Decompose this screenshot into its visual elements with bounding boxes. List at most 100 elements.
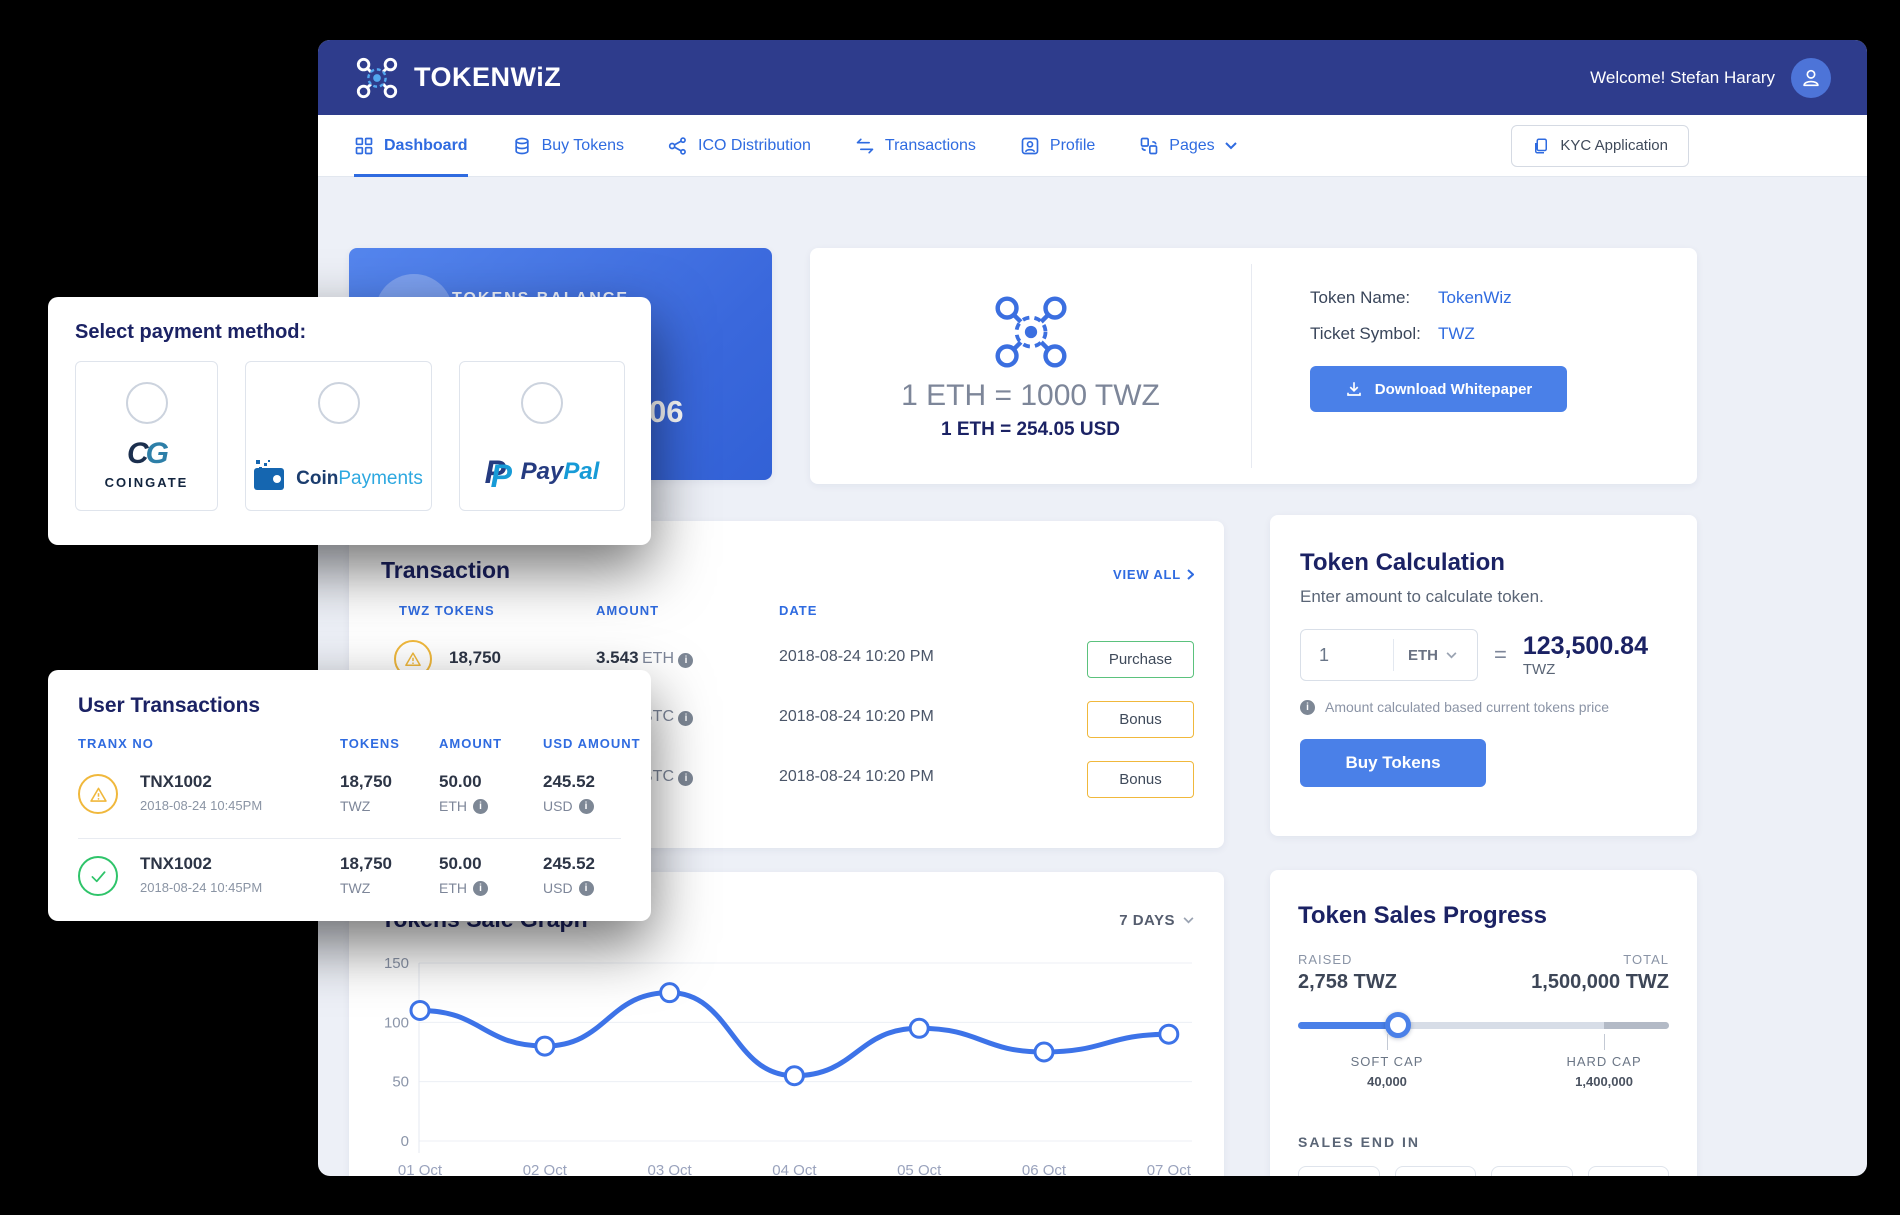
chevron-down-icon (1183, 917, 1194, 924)
svg-text:150: 150 (384, 955, 409, 972)
sales-end-label: SALES END IN (1298, 1134, 1421, 1150)
result-value: 123,500.84 (1522, 631, 1648, 660)
info-icon[interactable]: i (678, 653, 694, 668)
info-icon[interactable]: i (578, 798, 594, 814)
pages-icon (1140, 137, 1158, 154)
col-amount: AMOUNT (439, 736, 503, 751)
col-amount: AMOUNT (596, 603, 660, 618)
payment-option-coinpayments[interactable]: CoinPayments (245, 361, 432, 511)
kyc-application-button[interactable]: KYC Application (1511, 124, 1689, 167)
tokens-unit: TWZ (340, 880, 371, 896)
calc-title: Token Calculation (1300, 549, 1505, 576)
amount-input[interactable] (1301, 644, 1393, 666)
currency-select[interactable]: ETH (1393, 639, 1457, 671)
total-value: 1,500,000 TWZ (1531, 971, 1669, 993)
nav-label: ICO Distribution (698, 136, 811, 154)
divider (78, 838, 621, 839)
tranx-date: 2018-08-24 10:45PM (140, 880, 263, 895)
dashboard-icon (355, 137, 373, 154)
download-icon (1346, 382, 1361, 396)
countdown-box: 78 (1298, 1166, 1380, 1176)
progress-title: Token Sales Progress (1298, 902, 1547, 929)
token-name-value[interactable]: TokenWiz (1438, 288, 1512, 307)
chevron-right-icon (1187, 569, 1194, 580)
logo[interactable]: TOKENWiZ (354, 55, 561, 101)
table-row: 18,750 3.543 ETH i 2018-08-24 10:20 PM Pu… (349, 631, 1224, 687)
paypal-mark-icon: P P (484, 454, 512, 494)
nav-item-ico-distribution[interactable]: ICO Distribution (668, 115, 811, 177)
nav-label: Transactions (884, 136, 976, 154)
eth-rate-card: 1 ETH = 1000 TWZ 1 ETH = 254.05 USD Toke… (810, 248, 1697, 484)
svg-text:06 Oct: 06 Oct (1022, 1162, 1067, 1176)
info-icon[interactable]: i (473, 880, 488, 896)
info-icon[interactable]: i (678, 711, 694, 726)
token-sales-progress-card: Token Sales Progress RAISED 2,758 TWZ TO… (1270, 870, 1697, 1176)
bonus-button[interactable]: Bonus (1087, 701, 1194, 738)
svg-text:02 Oct: 02 Oct (523, 1162, 568, 1176)
usd-value: 245.52 (543, 854, 595, 873)
success-check-icon (78, 856, 118, 896)
download-whitepaper-button[interactable]: Download Whitepaper (1310, 366, 1567, 412)
slider-fill (1298, 1022, 1399, 1029)
currency-value: ETH (1408, 646, 1438, 664)
sales-line-chart: 0 50 100 150 01 Oct 02 Oct 03 Oct 04 Oct 05 Oct 0… (381, 932, 1192, 1176)
tokens-value: 18,750 (340, 772, 392, 791)
ticket-symbol-value[interactable]: TWZ (1438, 324, 1475, 343)
amount-input-box: ETH (1300, 629, 1478, 681)
radio-button[interactable] (317, 382, 360, 424)
info-icon[interactable]: i (578, 880, 594, 896)
countdown: 78 08 30 38 (1298, 1166, 1669, 1176)
tokenwiz-molecule-icon (994, 296, 1067, 368)
date-value: 2018-08-24 10:20 PM (779, 768, 934, 785)
amount-value: 3.543 ETH i (596, 648, 694, 668)
paypal-logo: P P PayPal (484, 454, 600, 494)
svg-text:0: 0 (401, 1133, 409, 1150)
top-header: TOKENWiZ Welcome! Stefan Harary (318, 40, 1867, 115)
slider-hardcap-segment (1604, 1022, 1669, 1029)
payment-modal-title: Select payment method: (75, 321, 307, 343)
token-calculation-card: Token Calculation Enter amount to calcul… (1270, 515, 1697, 836)
kyc-button-label: KYC Application (1560, 137, 1668, 154)
nav-item-dashboard[interactable]: Dashboard (354, 115, 468, 177)
calc-result: 123,500.84 TWZ (1523, 632, 1648, 679)
payment-option-paypal[interactable]: P P PayPal (459, 361, 625, 511)
token-name-label: Token Name: (1310, 288, 1411, 307)
hard-cap-marker: HARD CAP 1,400,000 (1566, 1054, 1642, 1089)
info-icon[interactable]: i (678, 771, 694, 786)
usd-unit: USD i (543, 880, 594, 896)
date-value: 2018-08-24 10:20 PM (779, 708, 934, 725)
chevron-down-icon (1446, 651, 1457, 658)
tokens-value: 18,750 (449, 648, 501, 667)
amount-value: 50.00 (439, 772, 482, 791)
bonus-button[interactable]: Bonus (1087, 761, 1194, 798)
purchase-button[interactable]: Purchase (1087, 641, 1194, 678)
svg-text:07 Oct: 07 Oct (1147, 1162, 1192, 1176)
nav-item-pages[interactable]: Pages (1139, 115, 1237, 177)
col-tokens: TOKENS (340, 736, 400, 751)
user-avatar[interactable] (1791, 57, 1831, 98)
nav-label: Pages (1169, 136, 1215, 154)
view-all-link[interactable]: VIEW ALL (1113, 567, 1194, 582)
balance-value: 06 (649, 394, 684, 429)
slider-track (1298, 1022, 1669, 1029)
person-icon (1803, 69, 1819, 86)
countdown-box: 38 (1587, 1166, 1669, 1176)
nav-item-buy-tokens[interactable]: Buy Tokens (512, 115, 624, 177)
list-item: TNX1002 2018-08-24 10:45PM 18,750 TWZ 50… (48, 766, 651, 828)
svg-text:50: 50 (392, 1074, 409, 1091)
payment-option-coingate[interactable]: CG COINGATE (75, 361, 218, 511)
range-dropdown[interactable]: 7 DAYS (1119, 912, 1194, 929)
svg-text:01 Oct: 01 Oct (398, 1162, 443, 1176)
nav-item-transactions[interactable]: Transactions (855, 115, 976, 177)
slider-handle[interactable] (1385, 1012, 1412, 1038)
radio-button[interactable] (521, 382, 563, 424)
radio-button[interactable] (125, 382, 168, 424)
nav-label: Dashboard (384, 136, 468, 154)
nav-item-profile[interactable]: Profile (1020, 115, 1095, 177)
svg-text:05 Oct: 05 Oct (897, 1162, 942, 1176)
tranx-no: TNX1002 (140, 772, 212, 791)
info-icon[interactable]: i (473, 798, 488, 814)
download-button-label: Download Whitepaper (1374, 380, 1533, 398)
buy-tokens-button[interactable]: Buy Tokens (1300, 739, 1486, 787)
document-copy-icon (1535, 138, 1548, 153)
